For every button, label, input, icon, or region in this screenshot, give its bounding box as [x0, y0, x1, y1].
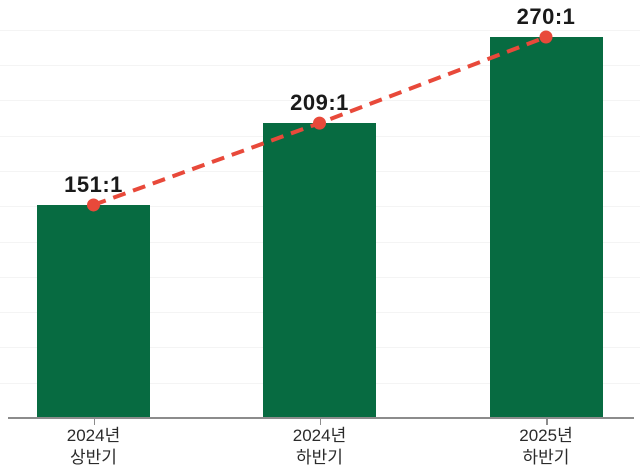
bar	[489, 37, 603, 417]
value-label: 151:1	[64, 171, 123, 197]
category-label: 2024년 하반기	[292, 426, 347, 467]
category-label: 2024년 상반기	[66, 426, 121, 467]
value-label: 270:1	[516, 4, 576, 29]
category-label: 2025년 하반기	[519, 426, 573, 467]
axis-tick	[319, 419, 321, 425]
axis-tick	[93, 419, 95, 425]
value-label: 209:1	[290, 90, 349, 116]
axis-tick	[546, 419, 548, 425]
bar	[37, 204, 150, 417]
x-axis-line	[8, 417, 634, 419]
bar	[263, 123, 376, 417]
gridline	[0, 29, 640, 31]
